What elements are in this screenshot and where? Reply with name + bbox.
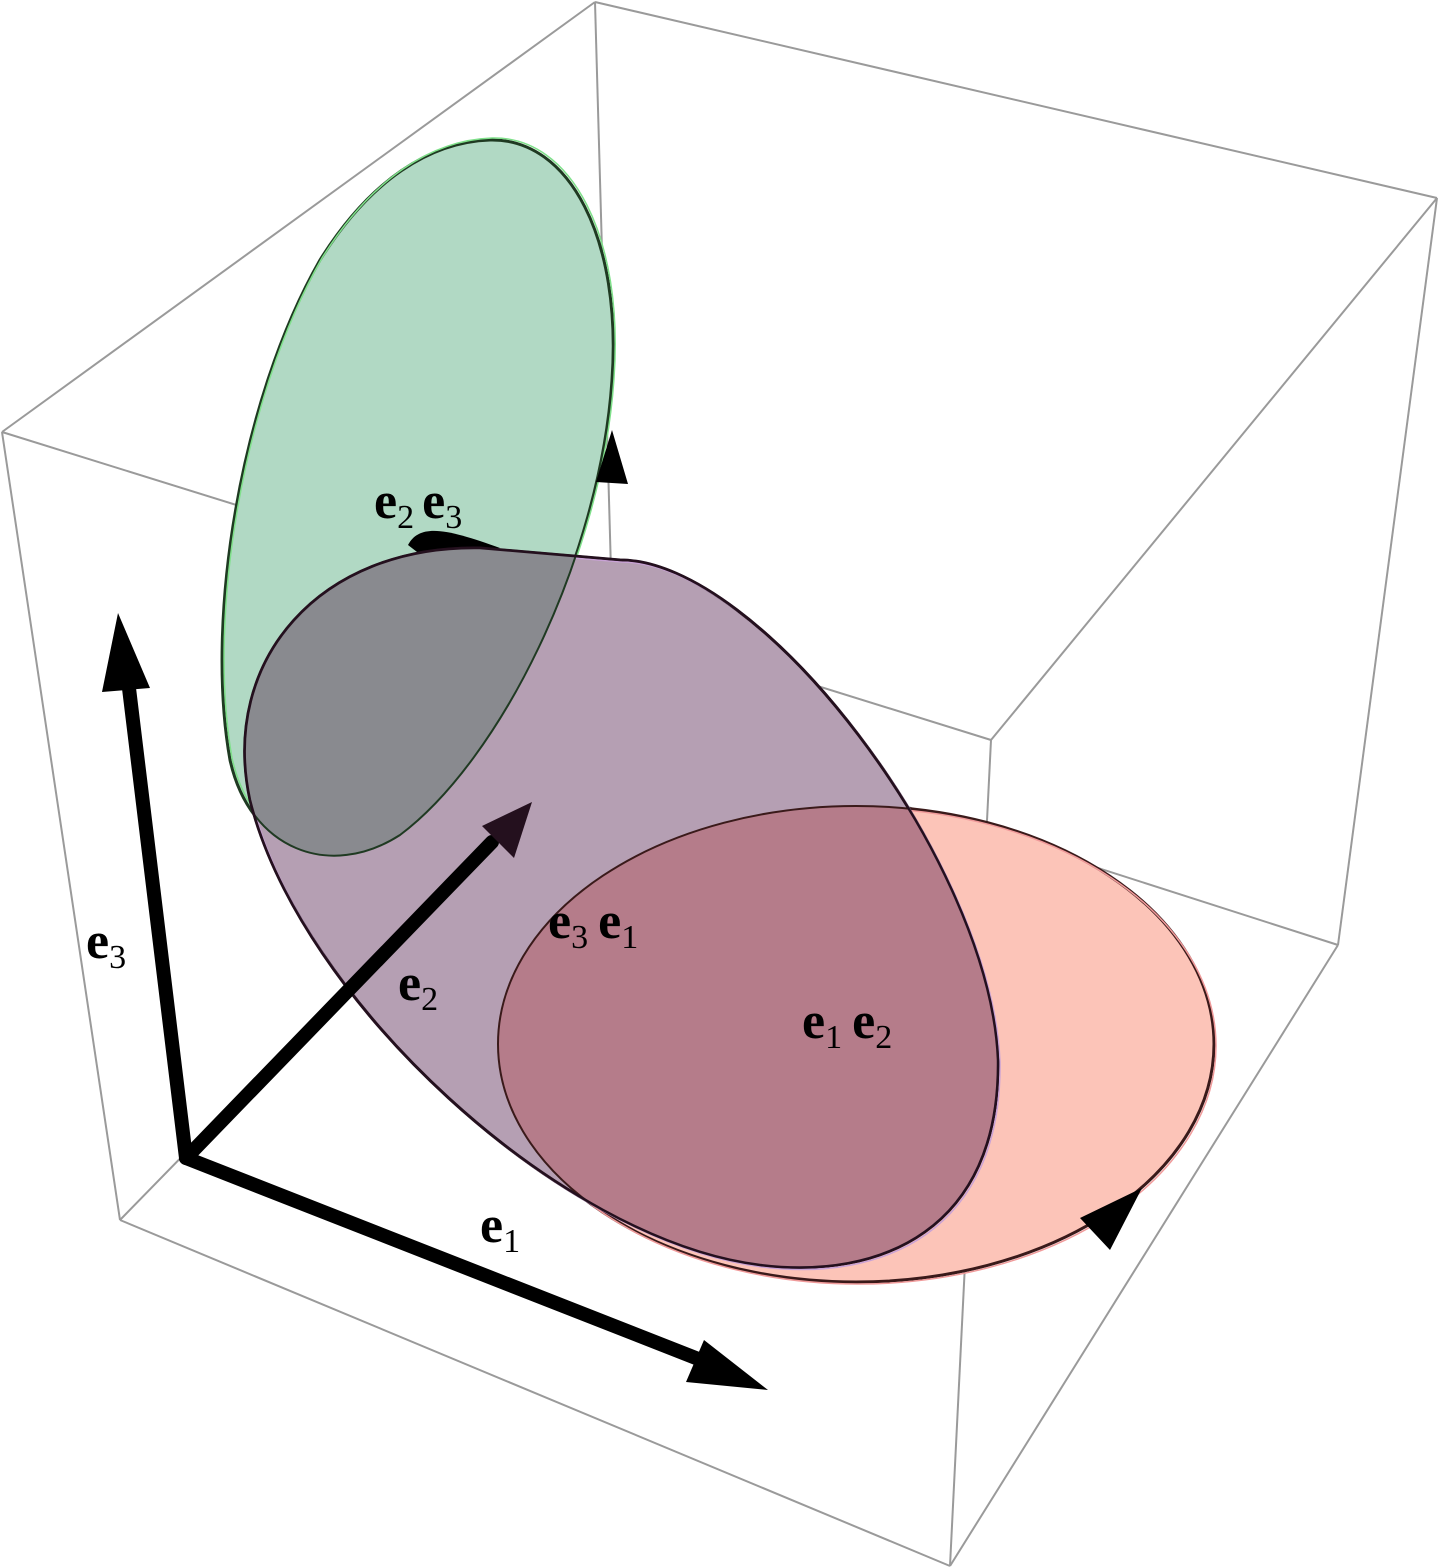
box-edge: [1337, 197, 1438, 946]
overlap-salmon-purple: [497, 805, 999, 1268]
label-e2: e2: [398, 955, 438, 1018]
plane-e3e1: [243, 546, 1001, 1271]
label-e3e1: e3 e1: [548, 893, 638, 956]
orientation-arrow-icon: [1080, 1188, 1142, 1250]
vector-e3-shaft: [121, 673, 193, 1165]
vector-e2-arrowhead-icon: [482, 802, 532, 858]
box-edge: [119, 1219, 951, 1567]
vector-e2-shaft: [179, 835, 499, 1165]
label-e3: e3: [86, 913, 126, 976]
basis-vectors: [102, 613, 768, 1390]
disc-outline: [243, 546, 1000, 1269]
labels: e3 e1 e2 e2 e3 e3 e1 e1 e2: [86, 473, 892, 1260]
overlap-green-purple: [244, 547, 615, 857]
label-e1e2: e1 e2: [802, 993, 892, 1056]
box-edge: [990, 197, 1438, 741]
box-edge: [1, 431, 121, 1221]
label-e2e3: e2 e3: [374, 473, 462, 536]
vector-e1-shaft: [179, 1151, 713, 1369]
box-edge: [1, 1, 596, 433]
label-e1: e1: [480, 1197, 520, 1260]
box-edge: [949, 944, 1339, 1567]
vector-e1-arrowhead-icon: [686, 1340, 768, 1390]
orientation-arrow-icon: [596, 430, 628, 484]
box-edge: [594, 1, 1438, 199]
vector-e3-arrowhead-icon: [102, 613, 150, 692]
